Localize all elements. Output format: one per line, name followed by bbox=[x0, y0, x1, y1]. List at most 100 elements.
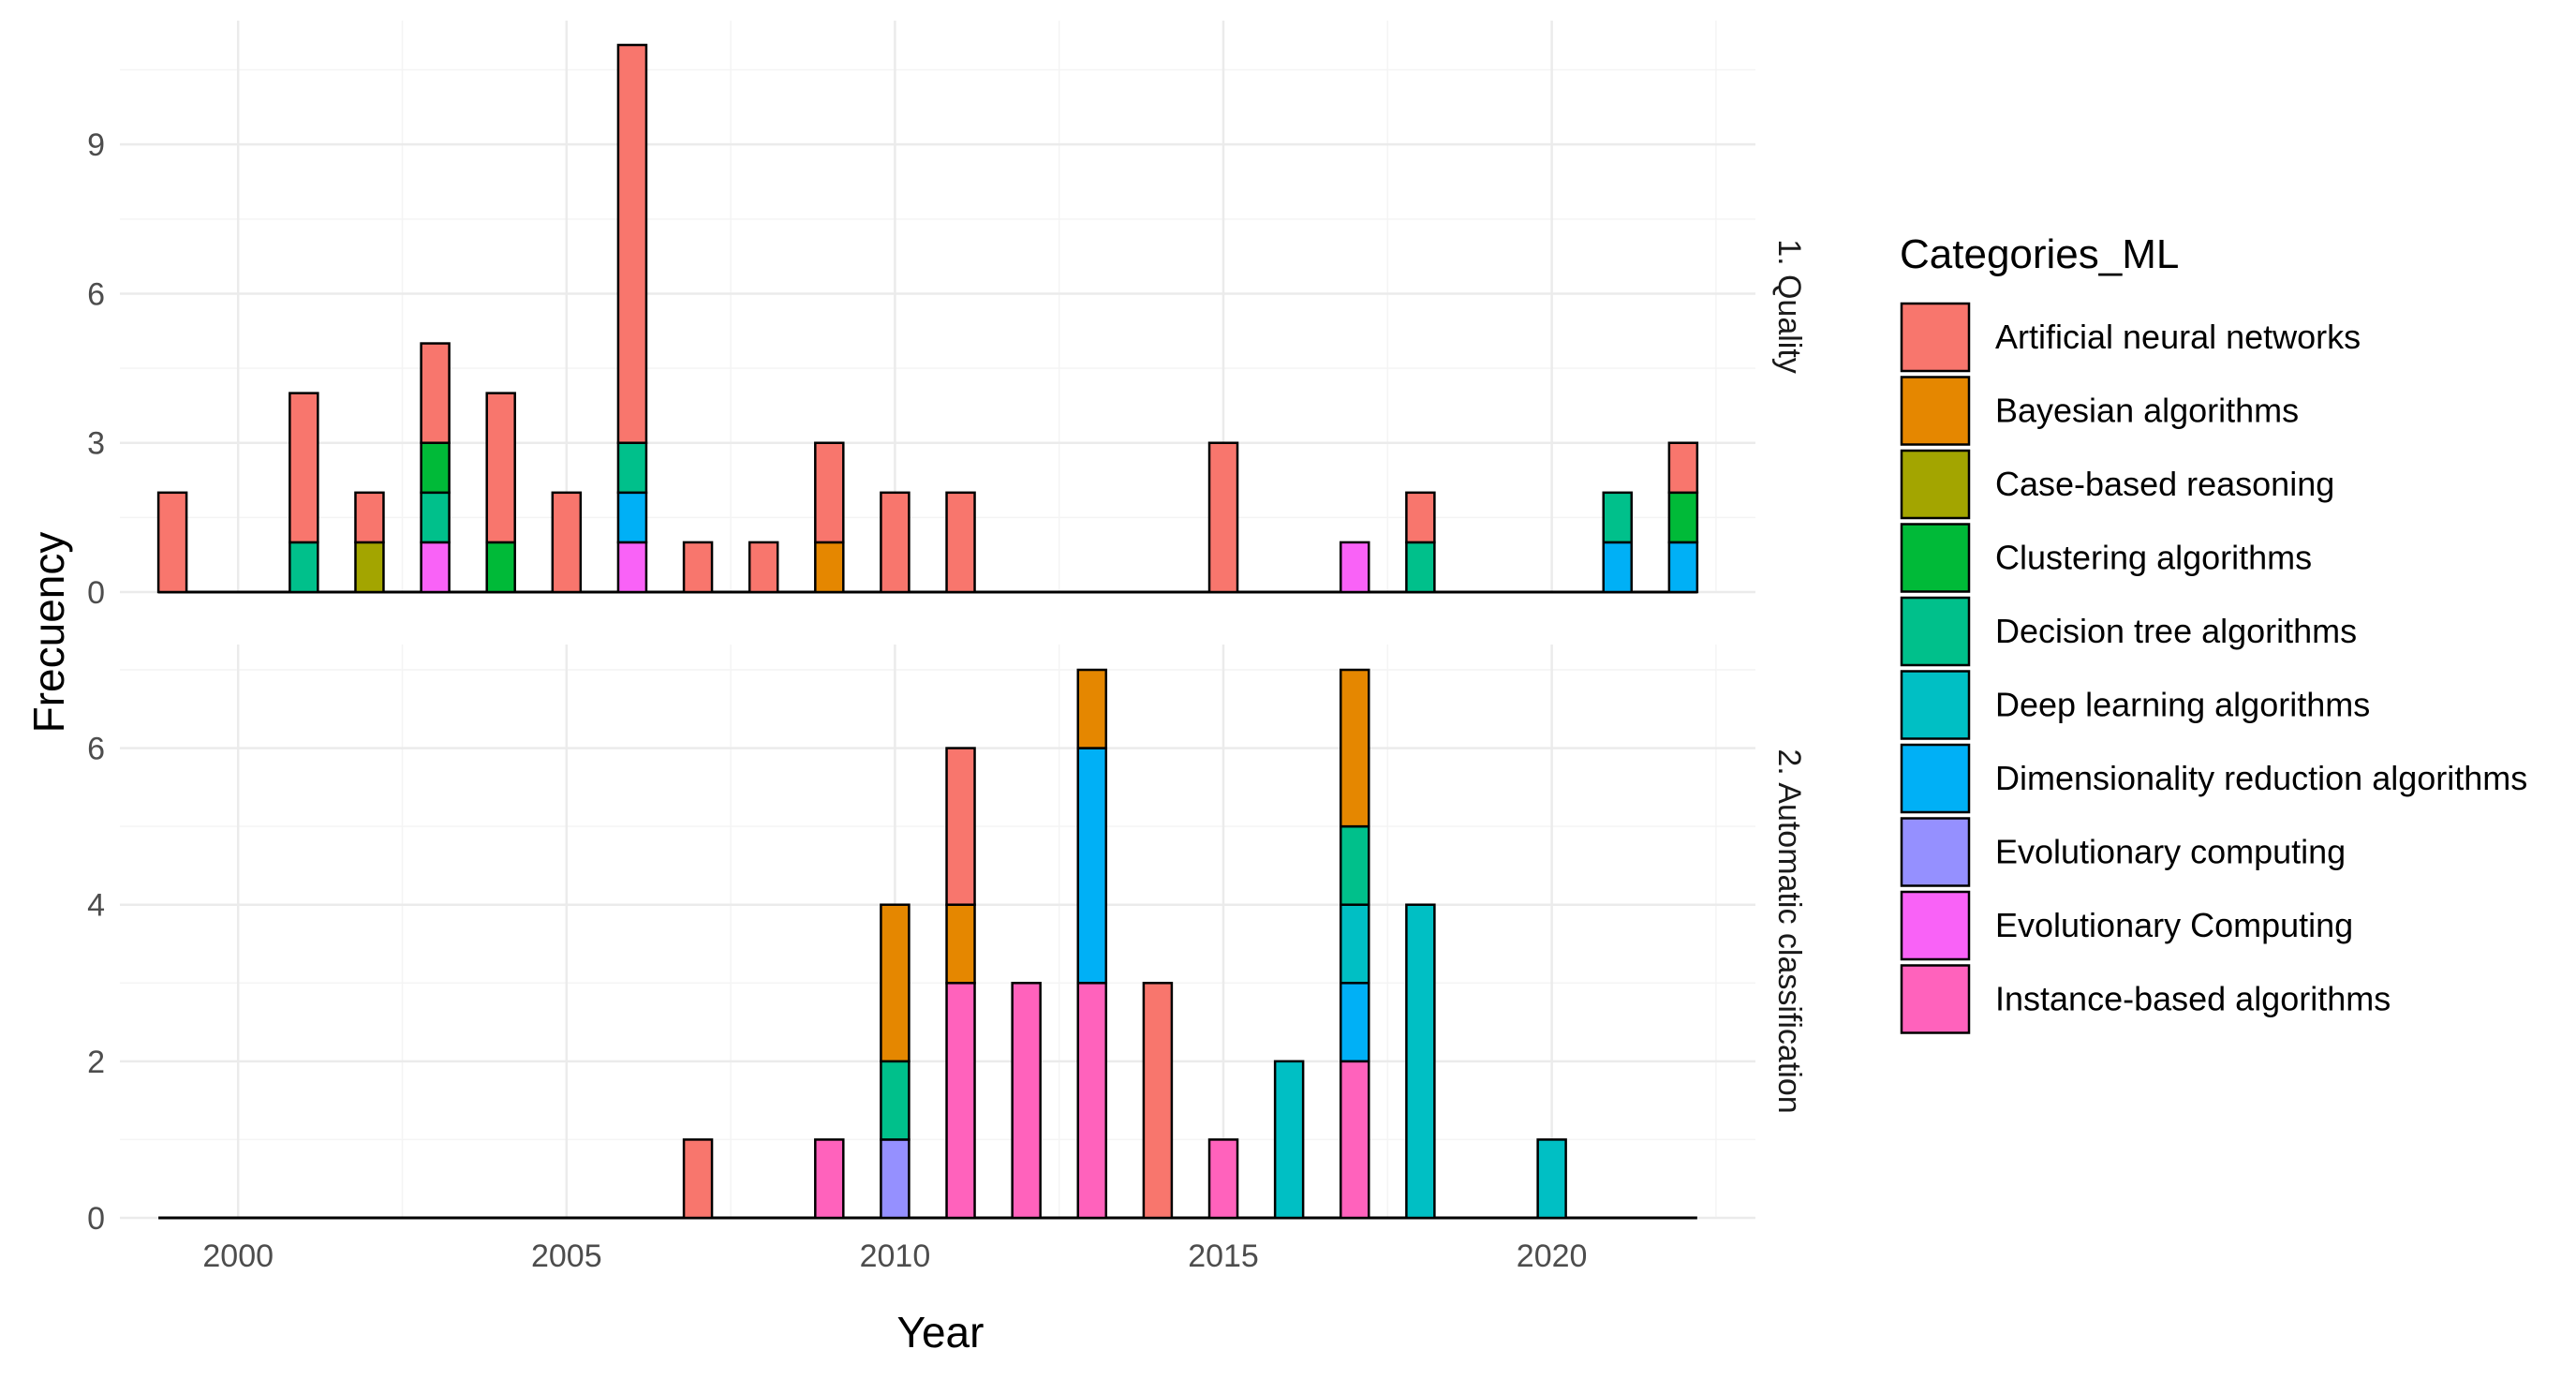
legend-key-evolutionary-computing bbox=[1900, 890, 1971, 961]
legend-label-bayesian-algorithms: Bayesian algorithms bbox=[1995, 392, 2299, 430]
bar-segment-2018-decision-tree-algorithms bbox=[1405, 541, 1436, 594]
x-tick-label-2010: 2010 bbox=[860, 1238, 931, 1274]
legend-label-clustering-algorithms: Clustering algorithms bbox=[1995, 539, 2312, 577]
bar-2010 bbox=[880, 903, 910, 1220]
bar-segment-2003-decision-tree-algorithms bbox=[420, 491, 451, 544]
legend-item-dimensionality-reduction-algorithms: Dimensionality reduction algorithms bbox=[1900, 743, 2527, 814]
bar-segment-2001-decision-tree-algorithms bbox=[289, 541, 319, 594]
bar-segment-2011-bayesian-algorithms bbox=[945, 903, 976, 985]
legend-label-decision-tree-algorithms: Decision tree algorithms bbox=[1995, 612, 2357, 650]
bar-segment-2012-instance-based-algorithms bbox=[1011, 982, 1042, 1220]
bar-2015 bbox=[1207, 441, 1239, 594]
bar-2011 bbox=[945, 491, 976, 594]
bar-segment-2022-clustering-algorithms bbox=[1667, 491, 1699, 544]
legend-item-deep-learning-algorithms: Deep learning algorithms bbox=[1900, 670, 2370, 740]
x-tick-label-2015: 2015 bbox=[1188, 1238, 1259, 1274]
bar-2002 bbox=[354, 491, 385, 594]
legend-key-instance-based-algorithms bbox=[1900, 964, 1971, 1034]
bar-segment-2021-decision-tree-algorithms bbox=[1602, 491, 1633, 544]
bar-segment-2006-evolutionary-computing bbox=[616, 541, 648, 594]
bar-2018 bbox=[1405, 491, 1436, 594]
bar-segment-2010-evolutionary-computing bbox=[880, 1138, 910, 1220]
strip-label-2-automatic-classification: 2. Automatic classification bbox=[1771, 749, 1807, 1113]
bar-segment-2004-artificial-neural-networks bbox=[485, 392, 516, 544]
bar-2003 bbox=[420, 342, 451, 594]
bar-2006 bbox=[616, 43, 648, 594]
bar-2017 bbox=[1340, 668, 1370, 1220]
bar-2013 bbox=[1076, 668, 1108, 1220]
legend-title: Categories_ML bbox=[1900, 231, 2179, 277]
bar-segment-2017-evolutionary-computing bbox=[1340, 541, 1370, 594]
x-tick-label-2005: 2005 bbox=[531, 1238, 602, 1274]
x-axis-title: Year bbox=[897, 1308, 985, 1357]
legend-item-instance-based-algorithms: Instance-based algorithms bbox=[1900, 964, 2391, 1034]
y-axis-title: Frecuency bbox=[24, 532, 73, 734]
bar-2011 bbox=[945, 747, 976, 1220]
bar-segment-2007-artificial-neural-networks bbox=[682, 1138, 714, 1220]
bar-segment-2002-case-based-reasoning bbox=[354, 541, 385, 594]
bar-2008 bbox=[748, 541, 779, 594]
bar-segment-2013-dimensionality-reduction-algorithms bbox=[1076, 747, 1108, 985]
legend-key-deep-learning-algorithms bbox=[1900, 670, 1971, 740]
bar-2018 bbox=[1405, 903, 1436, 1220]
legend-label-evolutionary-computing: Evolutionary computing bbox=[1995, 833, 2346, 871]
bar-2014 bbox=[1142, 982, 1174, 1220]
bar-segment-2017-deep-learning-algorithms bbox=[1340, 903, 1370, 985]
x-tick-label-2020: 2020 bbox=[1517, 1238, 1588, 1274]
bar-segment-2017-bayesian-algorithms bbox=[1340, 668, 1370, 828]
bar-segment-2017-decision-tree-algorithms bbox=[1340, 824, 1370, 906]
strip-label-1-quality: 1. Quality bbox=[1771, 239, 1807, 374]
legend-key-artificial-neural-networks bbox=[1900, 302, 1971, 373]
bar-1999 bbox=[156, 491, 188, 594]
legend-item-evolutionary-computing: Evolutionary computing bbox=[1900, 817, 2346, 887]
bar-segment-2002-artificial-neural-networks bbox=[354, 491, 385, 544]
bar-segment-2015-artificial-neural-networks bbox=[1207, 441, 1239, 594]
legend-item-bayesian-algorithms: Bayesian algorithms bbox=[1900, 376, 2299, 446]
bar-segment-2022-artificial-neural-networks bbox=[1667, 441, 1699, 495]
legend-item-case-based-reasoning: Case-based reasoning bbox=[1900, 449, 2334, 520]
axes-layer: 0 3 6 9 1. Quality 0 2 4 6 2. Automatic classific… bbox=[24, 127, 1807, 1357]
bar-segment-2013-instance-based-algorithms bbox=[1076, 982, 1108, 1220]
bar-2001 bbox=[289, 392, 319, 594]
bar-segment-2005-artificial-neural-networks bbox=[551, 491, 583, 594]
bar-segment-2018-deep-learning-algorithms bbox=[1405, 903, 1436, 1220]
bar-2021 bbox=[1602, 491, 1633, 594]
panel-1-quality bbox=[120, 21, 1755, 594]
bar-segment-2010-decision-tree-algorithms bbox=[880, 1060, 910, 1141]
legend-label-artificial-neural-networks: Artificial neural networks bbox=[1995, 318, 2361, 356]
bar-2009 bbox=[814, 1138, 845, 1220]
bar-segment-2006-artificial-neural-networks bbox=[616, 43, 648, 444]
bar-segment-2009-bayesian-algorithms bbox=[814, 541, 845, 594]
bar-segment-2006-decision-tree-algorithms bbox=[616, 441, 648, 495]
bar-segment-2006-dimensionality-reduction-algorithms bbox=[616, 491, 648, 544]
bar-segment-2010-artificial-neural-networks bbox=[880, 491, 910, 594]
bar-segment-2011-artificial-neural-networks bbox=[945, 747, 976, 906]
bar-segment-2003-evolutionary-computing bbox=[420, 541, 451, 594]
bar-segment-2011-instance-based-algorithms bbox=[945, 982, 976, 1220]
bar-segment-2017-instance-based-algorithms bbox=[1340, 1060, 1370, 1220]
bar-2007 bbox=[682, 541, 714, 594]
bar-segment-2021-dimensionality-reduction-algorithms bbox=[1602, 541, 1633, 594]
legend-label-deep-learning-algorithms: Deep learning algorithms bbox=[1995, 686, 2370, 724]
bar-2017 bbox=[1340, 541, 1370, 594]
y-tick-label-6: 6 bbox=[87, 276, 105, 312]
x-tick-label-2000: 2000 bbox=[202, 1238, 274, 1274]
bar-segment-2003-clustering-algorithms bbox=[420, 441, 451, 495]
y-tick-label-0: 0 bbox=[87, 575, 105, 611]
legend-key-clustering-algorithms bbox=[1900, 523, 1971, 593]
bar-segment-2010-bayesian-algorithms bbox=[880, 903, 910, 1063]
bar-2004 bbox=[485, 392, 516, 594]
bar-segment-2009-instance-based-algorithms bbox=[814, 1138, 845, 1220]
bar-segment-2015-instance-based-algorithms bbox=[1207, 1138, 1239, 1220]
bar-segment-2003-artificial-neural-networks bbox=[420, 342, 451, 444]
panels-layer bbox=[120, 21, 1755, 1220]
bar-2010 bbox=[880, 491, 910, 594]
bar-2007 bbox=[682, 1138, 714, 1220]
legend-item-artificial-neural-networks: Artificial neural networks bbox=[1900, 302, 2361, 373]
legend-key-decision-tree-algorithms bbox=[1900, 596, 1971, 667]
bar-segment-2018-artificial-neural-networks bbox=[1405, 491, 1436, 544]
bar-2012 bbox=[1011, 982, 1042, 1220]
legend-key-dimensionality-reduction-algorithms bbox=[1900, 743, 1971, 814]
bar-segment-2011-artificial-neural-networks bbox=[945, 491, 976, 594]
